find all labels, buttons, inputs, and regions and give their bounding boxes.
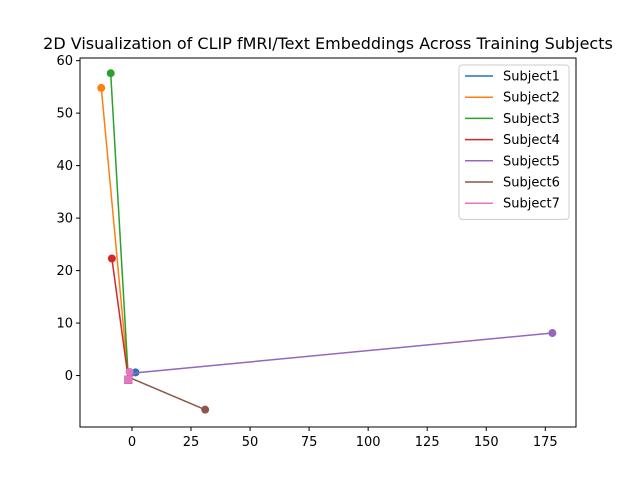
series-6-point [201, 405, 210, 414]
x-tick-label-75: 75 [301, 435, 318, 450]
series-7-end-marker [124, 375, 133, 384]
y-tick-label-60: 60 [56, 54, 73, 69]
y-tick-label-30: 30 [56, 212, 73, 227]
legend-label-3: Subject3 [503, 112, 560, 127]
series-7-point [125, 367, 134, 376]
legend-label-7: Subject7 [503, 197, 560, 212]
y-tick-label-0: 0 [65, 369, 73, 384]
x-tick-label-25: 25 [183, 435, 200, 450]
series-line-2 [100, 87, 130, 380]
x-tick-label-50: 50 [242, 435, 259, 450]
x-tick-label-100: 100 [356, 435, 381, 450]
series-4-point [107, 254, 116, 263]
legend-label-2: Subject2 [503, 91, 560, 106]
plot-frame [79, 57, 577, 428]
series-line-4 [111, 258, 130, 380]
x-tick-label-0: 0 [128, 435, 136, 450]
x-tick-label-175: 175 [533, 435, 558, 450]
x-tick-label-125: 125 [415, 435, 440, 450]
series-5-point [548, 329, 557, 338]
y-tick-label-50: 50 [56, 107, 73, 122]
y-tick-label-10: 10 [56, 317, 73, 332]
axes: 0 25 50 75 100 125 150 175 0 10 20 30 40 50 60 [56, 54, 557, 450]
y-tick-label-20: 20 [56, 264, 73, 279]
plot-area [97, 69, 557, 414]
legend-label-1: Subject1 [503, 70, 560, 85]
legend-label-4: Subject4 [503, 133, 560, 148]
series-2-point [97, 83, 106, 92]
y-tick-label-40: 40 [56, 159, 73, 174]
legend-label-5: Subject5 [503, 154, 560, 169]
chart-title: 2D Visualization of CLIP fMRI/Text Embed… [43, 34, 613, 53]
legend-box [458, 64, 570, 220]
series-3-point [106, 69, 115, 78]
series-line-3 [109, 73, 130, 380]
legend: Subject1 Subject2 Subject3 Subject4 Subject5… [458, 64, 570, 220]
legend-label-6: Subject6 [503, 176, 560, 191]
x-tick-label-150: 150 [474, 435, 499, 450]
